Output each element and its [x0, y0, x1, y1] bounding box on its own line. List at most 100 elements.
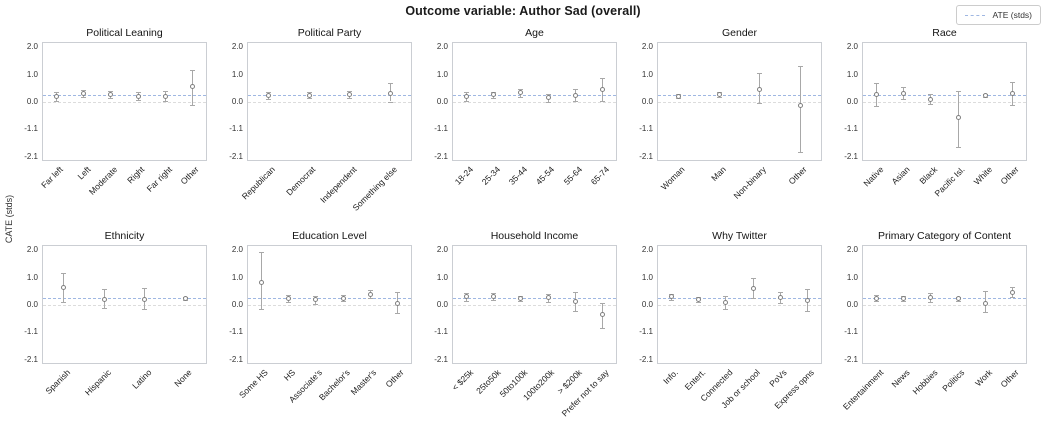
y-tick-label: -1.1: [229, 124, 243, 134]
zero-reference-line: [658, 101, 821, 103]
error-bar-cap-top: [798, 65, 804, 67]
subplot-title: Race: [932, 27, 957, 39]
x-tick-label: Other: [178, 164, 201, 187]
data-point: [54, 94, 60, 100]
error-bar: [800, 65, 802, 153]
error-bar-cap-bottom: [135, 100, 141, 102]
error-bar-cap-top: [367, 290, 373, 292]
y-tick-label: -2.1: [229, 151, 243, 161]
error-bar-cap-bottom: [1009, 297, 1015, 299]
y-tick-label: -1.1: [844, 124, 858, 134]
data-point: [189, 83, 195, 89]
zero-reference-line: [248, 304, 411, 306]
data-point: [955, 296, 961, 302]
y-tick-label: 0.0: [231, 300, 243, 309]
y-tick-label: 1.0: [231, 272, 243, 282]
subplot-title: Household Income: [490, 230, 579, 242]
error-bar-cap-top: [545, 93, 551, 95]
ate-dashed-line-swatch: [965, 14, 986, 16]
data-point: [183, 295, 189, 301]
y-tick-label: 2.0: [231, 245, 243, 255]
x-tick-label: Something else: [350, 164, 399, 213]
data-point: [545, 295, 551, 301]
zero-reference-line: [453, 304, 616, 306]
error-bar-cap-top: [108, 91, 114, 93]
error-bar-cap-top: [142, 288, 148, 289]
y-tick-label: -2.1: [229, 354, 243, 364]
data-point: [572, 92, 578, 98]
data-point: [928, 96, 934, 102]
x-tick-label: Some HS: [237, 367, 270, 401]
error-bar-cap-top: [599, 78, 605, 80]
data-point: [491, 293, 497, 299]
y-tick-label: 0.0: [436, 300, 448, 309]
error-bar-cap-bottom: [189, 105, 195, 107]
subplot-title: Gender: [721, 27, 758, 39]
y-tick-label: -2.1: [24, 354, 38, 364]
data-point: [388, 90, 394, 96]
subplot-household-income: Household Income 2.0 1.0 0.0 -1.1 -2.1 < $25k 2…: [434, 230, 617, 418]
subplot-political-leaning: Political Leaning 2.0 1.0 0.0 -1.1 -2.1 Far le…: [24, 27, 207, 197]
x-tick-label: Other: [998, 367, 1021, 390]
x-tick-label: Other: [786, 164, 809, 187]
y-tick-label: 0.0: [846, 97, 858, 106]
error-bar-cap-top: [777, 291, 783, 293]
y-tick-label: -2.1: [434, 354, 448, 364]
x-tick-label: Other: [998, 164, 1021, 187]
y-tick-label: 0.0: [26, 97, 38, 106]
subplot-political-party: Political Party 2.0 1.0 0.0 -1.1 -2.1 Republic…: [229, 27, 412, 213]
data-point: [347, 91, 353, 97]
error-bar-cap-top: [599, 303, 605, 305]
error-bar-cap-bottom: [347, 97, 353, 99]
error-bar-cap-top: [60, 272, 66, 274]
y-tick-label: 1.0: [436, 272, 448, 282]
error-bar-cap-bottom: [901, 99, 907, 101]
y-tick-label: 2.0: [641, 245, 653, 255]
zero-reference-line: [248, 101, 411, 103]
y-tick-label: 2.0: [641, 42, 653, 52]
x-tick-label: Far left: [39, 164, 65, 191]
error-bar-cap-bottom: [60, 302, 66, 304]
error-bar-cap-top: [928, 93, 934, 95]
x-tick-label: Woman: [659, 164, 687, 192]
error-bar-cap-bottom: [313, 303, 319, 305]
x-tick-label: News: [890, 367, 913, 390]
zero-reference-line: [863, 101, 1026, 103]
y-tick-label: 1.0: [231, 69, 243, 79]
data-point: [306, 92, 312, 98]
error-bar-cap-bottom: [723, 308, 729, 310]
data-point: [81, 91, 87, 97]
error-bar-cap-bottom: [54, 100, 60, 102]
zero-reference-line: [863, 304, 1026, 306]
x-tick-label: Hispanic: [82, 367, 113, 398]
y-tick-label: 0.0: [641, 300, 653, 309]
subplot-title: Education Level: [292, 230, 367, 242]
error-bar-cap-bottom: [545, 101, 551, 103]
data-point: [572, 299, 578, 305]
error-bar-cap-bottom: [162, 100, 168, 102]
ate-reference-line: [863, 298, 1026, 300]
error-bar-cap-top: [669, 293, 675, 295]
x-tick-label: 65-74: [588, 164, 611, 187]
y-tick-label: 0.0: [436, 97, 448, 106]
error-bar-cap-bottom: [286, 301, 292, 303]
x-tick-label: Latino: [129, 367, 154, 391]
x-tick-label: < $25k: [449, 367, 475, 393]
data-point: [750, 285, 756, 291]
y-tick-label: 2.0: [846, 42, 858, 52]
data-point: [599, 312, 605, 318]
subplot-ethnicity: Ethnicity 2.0 1.0 0.0 -1.1 -2.1 Spanish Hispani…: [24, 230, 207, 397]
x-tick-label: None: [172, 367, 194, 389]
error-bar-cap-bottom: [716, 97, 722, 99]
data-point: [798, 103, 804, 109]
x-tick-label: Non-binary: [731, 164, 769, 201]
error-bar-cap-top: [723, 295, 729, 297]
error-bar-cap-bottom: [491, 97, 497, 99]
y-tick-label: 2.0: [231, 42, 243, 52]
y-tick-label: -1.1: [434, 124, 448, 134]
x-tick-label: 45-54: [534, 164, 557, 187]
y-tick-label: -1.1: [639, 327, 653, 337]
error-bar-cap-top: [162, 90, 168, 92]
error-bar-cap-bottom: [955, 300, 961, 302]
